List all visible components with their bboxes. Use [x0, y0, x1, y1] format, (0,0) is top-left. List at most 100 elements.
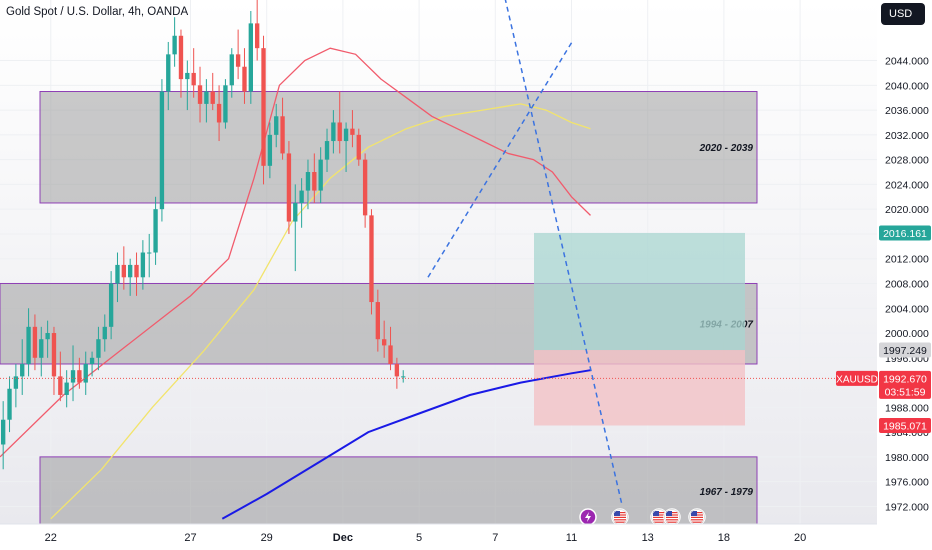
chart-title: Gold Spot / U.S. Dollar, 4h, OANDA: [6, 6, 189, 18]
candle-body: [242, 66, 247, 92]
candle-body: [267, 134, 273, 166]
candle: [362, 153, 368, 228]
candle: [388, 326, 393, 371]
candle-body: [121, 264, 126, 278]
time-tick-label: 22: [45, 532, 57, 544]
candle-body: [388, 345, 393, 364]
candle-body: [401, 376, 406, 378]
target-price-tag: 2016.161: [879, 225, 931, 241]
svg-text:1985.071: 1985.071: [883, 420, 927, 432]
candle-body: [350, 128, 355, 135]
candle: [356, 128, 361, 166]
candle: [134, 252, 139, 296]
time-tick-label: 5: [416, 532, 422, 544]
candle-body: [362, 159, 368, 216]
candle: [39, 326, 44, 377]
candle-body: [204, 91, 209, 104]
candle: [305, 159, 311, 210]
candle-body: [26, 326, 31, 364]
candle-body: [197, 85, 203, 104]
price-tick-label: 2036.000: [885, 105, 929, 117]
time-tick-label: 20: [794, 532, 806, 544]
time-axis-background: [0, 524, 877, 550]
candle-body: [394, 363, 400, 377]
candle: [223, 79, 228, 129]
zone-3: 1967 - 1979: [39, 456, 758, 526]
currency-button[interactable]: USD: [881, 3, 925, 25]
candle-body: [140, 252, 146, 278]
candle-body: [229, 54, 234, 86]
ma-slow-line: [221, 369, 591, 520]
price-tick-label: 2012.000: [885, 254, 929, 266]
price-axis-background: [877, 0, 932, 550]
position-tool: [534, 232, 745, 426]
candle-body: [331, 122, 336, 142]
price-tick-label: 2028.000: [885, 155, 929, 167]
plot-background: [0, 0, 877, 524]
zone-box: [39, 91, 758, 204]
rising-trend-line: [427, 41, 573, 278]
candle: [20, 339, 25, 395]
candle: [70, 345, 76, 402]
last-price-label: 1992.670: [883, 373, 927, 385]
time-axis: 22 27 29 Dec 5 7 11 13 18 20: [0, 523, 877, 550]
candle-body: [172, 35, 177, 55]
candle: [343, 122, 349, 173]
candle: [350, 110, 355, 148]
candle-body: [7, 388, 12, 420]
candle: [26, 308, 31, 377]
candle: [58, 351, 63, 402]
price-tick-label: 2020.000: [885, 204, 929, 216]
price-tick-label: 2044.000: [885, 56, 929, 68]
candle: [13, 363, 19, 408]
candle-body: [51, 333, 57, 377]
candle-body: [102, 326, 107, 340]
candle-body: [83, 363, 88, 383]
candle: [312, 153, 317, 203]
candle: [255, 0, 260, 61]
candle: [172, 17, 177, 67]
candle: [204, 79, 209, 123]
ma-fast-line: [0, 47, 591, 458]
candle-body: [64, 382, 69, 395]
candle: [286, 141, 292, 234]
candle: [89, 351, 95, 377]
svg-text:1997.249: 1997.249: [883, 345, 927, 357]
candle-body: [382, 339, 387, 346]
candle-body: [293, 202, 298, 222]
zone-label: 1967 - 1979: [700, 487, 754, 498]
candle-body: [115, 264, 120, 284]
candle: [375, 289, 380, 352]
candle-body: [32, 326, 38, 358]
candle-body: [210, 91, 215, 104]
candle-body: [20, 363, 25, 377]
candle-body: [70, 370, 76, 383]
candle: [140, 240, 146, 290]
price-tick-label: 1976.000: [885, 477, 929, 489]
candle-body: [216, 103, 222, 123]
candle: [337, 91, 342, 154]
zone-box: [39, 456, 758, 526]
candle: [159, 79, 165, 222]
candle: [32, 314, 38, 371]
stop-price-tag: 1985.071: [879, 417, 931, 433]
candle-body: [375, 302, 380, 340]
trend-lines: [427, 0, 623, 506]
candle-body: [223, 85, 228, 123]
price-tick-label: 2000.000: [885, 328, 929, 340]
candle: [102, 314, 107, 352]
candle: [185, 60, 190, 111]
candle-body: [147, 252, 152, 254]
candle: [401, 370, 406, 383]
candle: [242, 48, 247, 104]
candle-body: [255, 23, 260, 49]
zone-1: 2020 - 2039: [39, 91, 758, 204]
candle-body: [356, 134, 361, 160]
countdown-label: 03:51:59: [885, 386, 926, 398]
candle-body: [191, 72, 196, 86]
candle-body: [235, 54, 241, 67]
candle-body: [369, 215, 374, 303]
candle: [229, 48, 234, 98]
